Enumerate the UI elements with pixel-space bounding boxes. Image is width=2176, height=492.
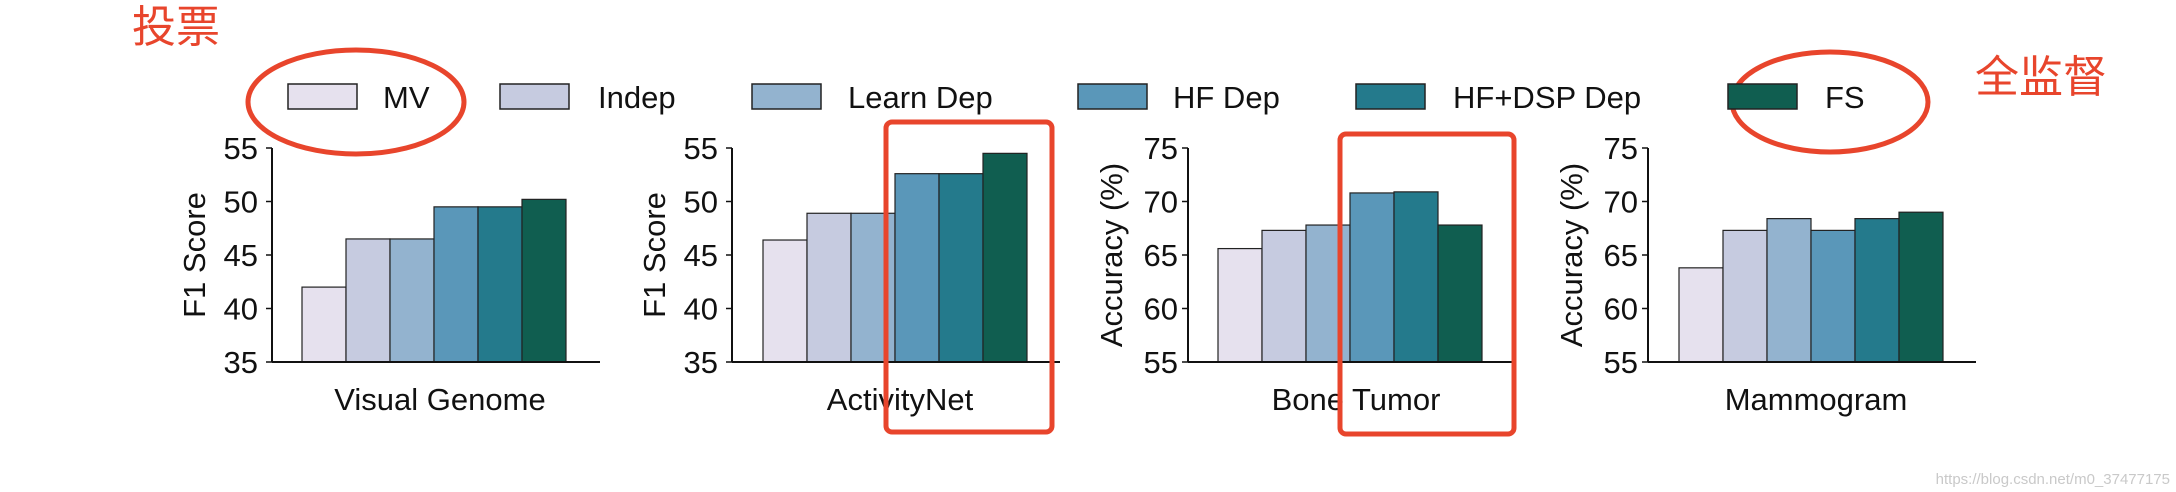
- y-tick-label: 60: [1604, 292, 1638, 327]
- legend-swatch: [1727, 83, 1798, 110]
- y-tick-label: 40: [684, 292, 718, 327]
- legend-swatch: [287, 83, 358, 110]
- legend-item: FS: [1727, 80, 1865, 115]
- x-axis-label: Mammogram: [1725, 382, 1908, 417]
- y-tick-label: 70: [1144, 185, 1178, 220]
- legend-label: HF+DSP Dep: [1453, 80, 1641, 115]
- y-tick-label: 45: [684, 238, 718, 273]
- chart-panel: 35 40 45 50 55 F1 Score ActivityNet: [637, 131, 1060, 417]
- y-tick-label: 55: [684, 131, 718, 166]
- bar: [1349, 192, 1395, 363]
- legend-swatch: [1077, 83, 1148, 110]
- mv-highlight-ellipse: [245, 47, 467, 157]
- y-tick-label: 50: [224, 185, 258, 220]
- bar: [1437, 224, 1483, 363]
- y-tick-label: 55: [224, 131, 258, 166]
- y-tick-label: 40: [224, 292, 258, 327]
- bar: [982, 152, 1028, 363]
- bar: [521, 198, 567, 363]
- y-tick-label: 35: [224, 345, 258, 380]
- y-axis-label: F1 Score: [177, 192, 212, 318]
- x-axis-label: ActivityNet: [827, 382, 974, 417]
- bar: [1217, 247, 1263, 363]
- chart-panels: 35 40 45 50 55 F1 Score Visual Genome 35 40 45 50 5…: [177, 131, 1976, 417]
- y-axis-label: Accuracy (%): [1554, 163, 1589, 347]
- bar: [1766, 218, 1812, 363]
- bar: [938, 173, 984, 363]
- bar: [1810, 229, 1856, 363]
- chart-panel: 55 60 65 70 75 Accuracy (%) Bone Tumor: [1094, 131, 1516, 417]
- bone-tumor-highlight-box: [1337, 131, 1517, 437]
- legend-label: MV: [383, 80, 430, 115]
- y-tick-label: 70: [1604, 185, 1638, 220]
- bar: [1898, 211, 1944, 363]
- bar: [389, 238, 435, 363]
- bar: [1678, 267, 1724, 363]
- y-tick-label: 35: [684, 345, 718, 380]
- y-axis-label: Accuracy (%): [1094, 163, 1129, 347]
- bar: [1261, 229, 1307, 363]
- y-tick-label: 55: [1604, 345, 1638, 380]
- bar: [1854, 218, 1900, 363]
- y-tick-label: 45: [224, 238, 258, 273]
- bar: [1722, 229, 1768, 363]
- y-tick-label: 55: [1144, 345, 1178, 380]
- y-tick-label: 75: [1144, 131, 1178, 166]
- bar: [894, 173, 940, 363]
- x-axis-label: Bone Tumor: [1272, 382, 1441, 417]
- legend-item: Learn Dep: [751, 80, 993, 115]
- legend-swatch: [1355, 83, 1426, 110]
- bar: [1305, 224, 1351, 363]
- full-supervision-annotation: 全监督: [1975, 53, 2107, 102]
- y-tick-label: 65: [1604, 238, 1638, 273]
- chart-panel: 55 60 65 70 75 Accuracy (%) Mammogram: [1554, 131, 1976, 417]
- legend-swatch: [499, 83, 570, 110]
- bar: [806, 212, 852, 363]
- legend-item: MV: [287, 80, 430, 115]
- bar: [433, 206, 479, 363]
- y-tick-label: 60: [1144, 292, 1178, 327]
- y-axis-label: F1 Score: [637, 192, 672, 318]
- watermark: https://blog.csdn.net/m0_37477175: [1936, 471, 2170, 488]
- bar: [477, 206, 523, 363]
- legend-item: HF Dep: [1077, 80, 1280, 115]
- legend-label: Indep: [598, 80, 676, 115]
- legend-label: HF Dep: [1173, 80, 1280, 115]
- vote-annotation: 投票: [132, 3, 220, 52]
- x-axis-label: Visual Genome: [334, 382, 545, 417]
- y-tick-label: 65: [1144, 238, 1178, 273]
- bar: [301, 286, 347, 363]
- chart-panel: 35 40 45 50 55 F1 Score Visual Genome: [177, 131, 600, 417]
- legend: MV Indep Learn Dep HF Dep HF+DSP Dep FS: [287, 80, 1865, 115]
- legend-label: FS: [1825, 80, 1865, 115]
- legend-item: HF+DSP Dep: [1355, 80, 1641, 115]
- legend-item: Indep: [499, 80, 676, 115]
- legend-swatch: [751, 83, 822, 110]
- bar: [762, 239, 808, 363]
- activitynet-highlight-box: [883, 119, 1055, 435]
- bar: [345, 238, 391, 363]
- legend-label: Learn Dep: [848, 80, 993, 115]
- y-tick-label: 50: [684, 185, 718, 220]
- bar: [1393, 191, 1439, 363]
- y-tick-label: 75: [1604, 131, 1638, 166]
